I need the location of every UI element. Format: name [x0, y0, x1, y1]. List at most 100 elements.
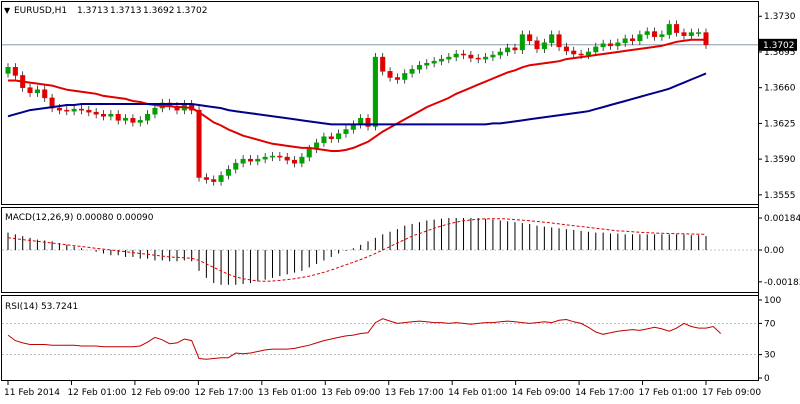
candle-body [255, 158, 261, 162]
candle-body [196, 109, 202, 178]
candle-body [42, 89, 48, 99]
price-tick-label: 1.3625 [764, 119, 796, 129]
candle-body [218, 175, 224, 182]
candle-body [321, 136, 327, 144]
candle-body [607, 43, 614, 47]
candles [5, 20, 709, 186]
price-tick-label: 1.3695 [764, 48, 796, 58]
time-tick-label: 14 Feb 17:00 [575, 388, 634, 398]
candle-body [644, 31, 650, 35]
macd-tick-label: -0.00183 [764, 278, 800, 288]
candle-body [145, 113, 151, 121]
candle-body [431, 60, 437, 64]
candle-body [483, 56, 489, 60]
candle-body [453, 53, 459, 58]
candle-body [541, 42, 547, 50]
candle-body [34, 89, 40, 94]
candle-body [556, 34, 562, 48]
candle-body [262, 156, 268, 160]
candle-body [5, 67, 11, 74]
candle-body [174, 105, 180, 111]
candle-body [240, 158, 246, 164]
rsi-title: RSI(14) 53.7241 [5, 302, 78, 312]
candle-body [681, 32, 687, 36]
candle-body [527, 34, 533, 41]
time-tick-label: 12 Feb 01:00 [67, 388, 126, 398]
candle-body [292, 159, 298, 164]
candle-body [461, 53, 467, 56]
macd-title: MACD(12,26,9) 0.00080 0.00090 [5, 213, 154, 223]
ohlc-close: 1.3702 [176, 6, 208, 16]
candle-body [578, 53, 584, 56]
candle-body [277, 155, 283, 158]
price-tick-label: 1.3590 [764, 155, 796, 165]
candle-body [549, 34, 555, 44]
candle-body [519, 34, 525, 51]
candle-body [490, 54, 496, 58]
candle-body [615, 42, 621, 47]
candle-body [211, 179, 217, 182]
candle-body [93, 111, 99, 115]
macd-tick-label: 0.00 [764, 246, 784, 256]
last-price-label: 1.3702 [763, 41, 795, 51]
candle-body [336, 133, 342, 139]
candle-body [468, 54, 474, 59]
time-tick-label: 14 Feb 01:00 [448, 388, 507, 398]
time-tick-label: 12 Feb 17:00 [194, 388, 253, 398]
candle-body [328, 136, 334, 139]
candle-body [563, 46, 569, 52]
price-tick-label: 1.3660 [764, 84, 796, 94]
candle-body [424, 62, 430, 66]
price-menu-icon[interactable]: ▼ [4, 6, 11, 15]
candle-body [152, 107, 158, 115]
candle-body [652, 31, 658, 37]
candle-body [666, 24, 672, 35]
candle-body [100, 113, 107, 117]
price-axis: 1.3730 1.3695 1.3660 1.3625 1.3590 1.3555 1.37… [2, 12, 797, 201]
candle-body [438, 58, 445, 62]
candle-body [394, 77, 400, 80]
candle-body [416, 64, 422, 70]
macd-tick-label: 0.00184 [764, 214, 800, 224]
rsi-tick-label: 0 [764, 374, 770, 384]
ohlc-open: 1.3713 [77, 6, 109, 16]
candle-body [622, 38, 628, 44]
candle-body [534, 40, 540, 50]
time-tick-label: 12 Feb 09:00 [131, 388, 190, 398]
time-tick-label: 17 Feb 09:00 [702, 388, 761, 398]
candle-body [600, 43, 606, 48]
candle-body [585, 51, 591, 56]
candle-body [571, 50, 577, 55]
candle-body [387, 71, 393, 78]
candle-body [299, 156, 305, 164]
rsi-panel-frame [1, 295, 759, 381]
ohlc-high: 1.3713 [110, 6, 142, 16]
time-tick-label: 14 Feb 09:00 [512, 388, 571, 398]
candle-body [343, 129, 349, 134]
candle-body [409, 69, 415, 74]
ohlc-low: 1.3692 [143, 6, 175, 16]
candle-body [115, 113, 121, 121]
candle-body [86, 109, 92, 113]
rsi-tick-label: 70 [764, 319, 776, 329]
candle-body [71, 108, 77, 112]
candle-body [372, 56, 378, 127]
candle-body [137, 120, 143, 123]
time-tick-label: 13 Feb 01:00 [258, 388, 317, 398]
moving-averages [7, 38, 707, 152]
time-tick-label: 11 Feb 2014 [4, 388, 60, 398]
candle-body [380, 56, 386, 72]
candle-body [505, 47, 511, 53]
candle-body [659, 34, 665, 37]
fast-ma-line [8, 38, 706, 152]
candle-body [247, 158, 253, 162]
rsi-line [7, 318, 722, 360]
candle-body [629, 38, 636, 41]
candle-body [225, 169, 231, 176]
symbol-title: EURUSD,H1 [14, 6, 67, 16]
candle-body [674, 24, 680, 33]
time-tick-label: 17 Feb 01:00 [639, 388, 698, 398]
candle-body [12, 67, 18, 76]
